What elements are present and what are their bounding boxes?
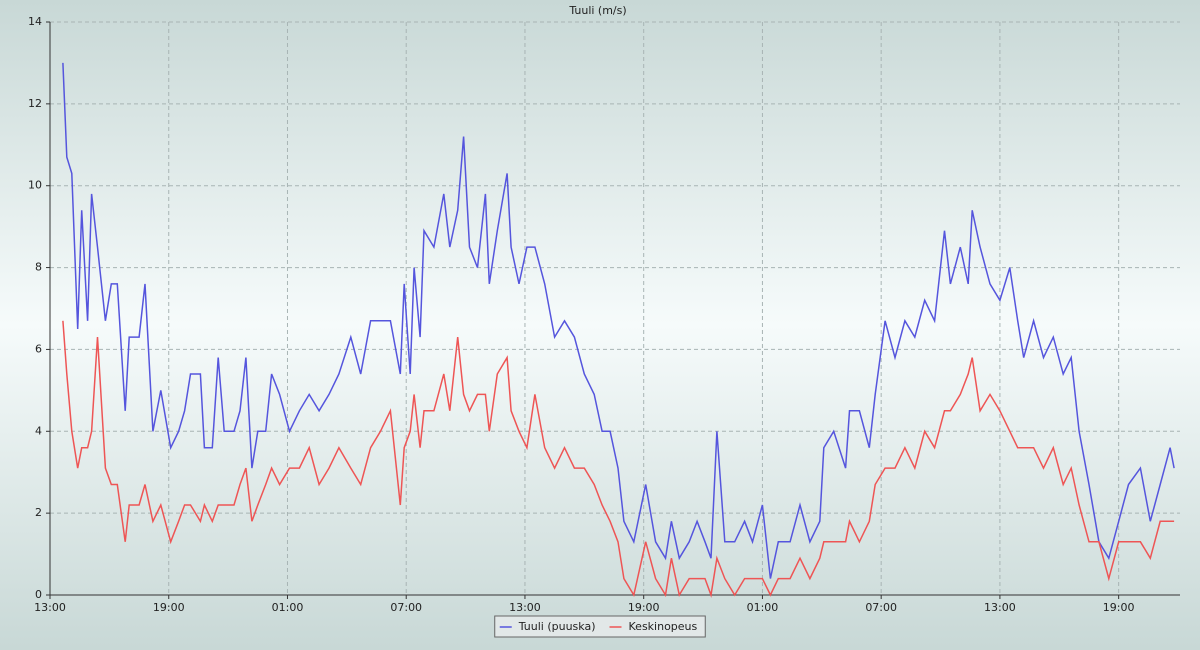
legend-box [494,615,706,638]
y-tick-label: 0 [35,588,42,601]
x-tick-label: 13:00 [984,601,1016,614]
series-line [62,320,1175,598]
x-tick-label: 07:00 [390,601,422,614]
y-tick-label: 2 [35,506,42,519]
x-tick-label: 01:00 [272,601,304,614]
y-tick-label: 4 [35,424,42,437]
x-tick-label: 13:00 [34,601,66,614]
x-tick-label: 19:00 [1103,601,1135,614]
legend-label: Tuuli (puuska) [518,620,596,633]
x-tick-label: 19:00 [153,601,185,614]
legend: Tuuli (puuska) Keskinopeus [494,615,706,638]
x-tick-label: 01:00 [747,601,779,614]
chart-title: Tuuli (m/s) [568,4,626,17]
y-tick-label: 8 [35,261,42,274]
x-tick-label: 19:00 [628,601,660,614]
y-tick-label: 14 [28,15,42,28]
x-tick-label: 07:00 [865,601,897,614]
series-line [62,62,1175,579]
y-tick-label: 12 [28,97,42,110]
x-tick-label: 13:00 [509,601,541,614]
y-tick-label: 10 [28,179,42,192]
legend-label: Keskinopeus [629,620,698,633]
y-tick-label: 6 [35,342,42,355]
